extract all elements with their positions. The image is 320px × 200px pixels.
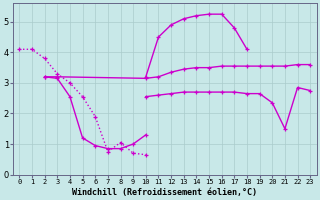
X-axis label: Windchill (Refroidissement éolien,°C): Windchill (Refroidissement éolien,°C) (72, 188, 257, 197)
